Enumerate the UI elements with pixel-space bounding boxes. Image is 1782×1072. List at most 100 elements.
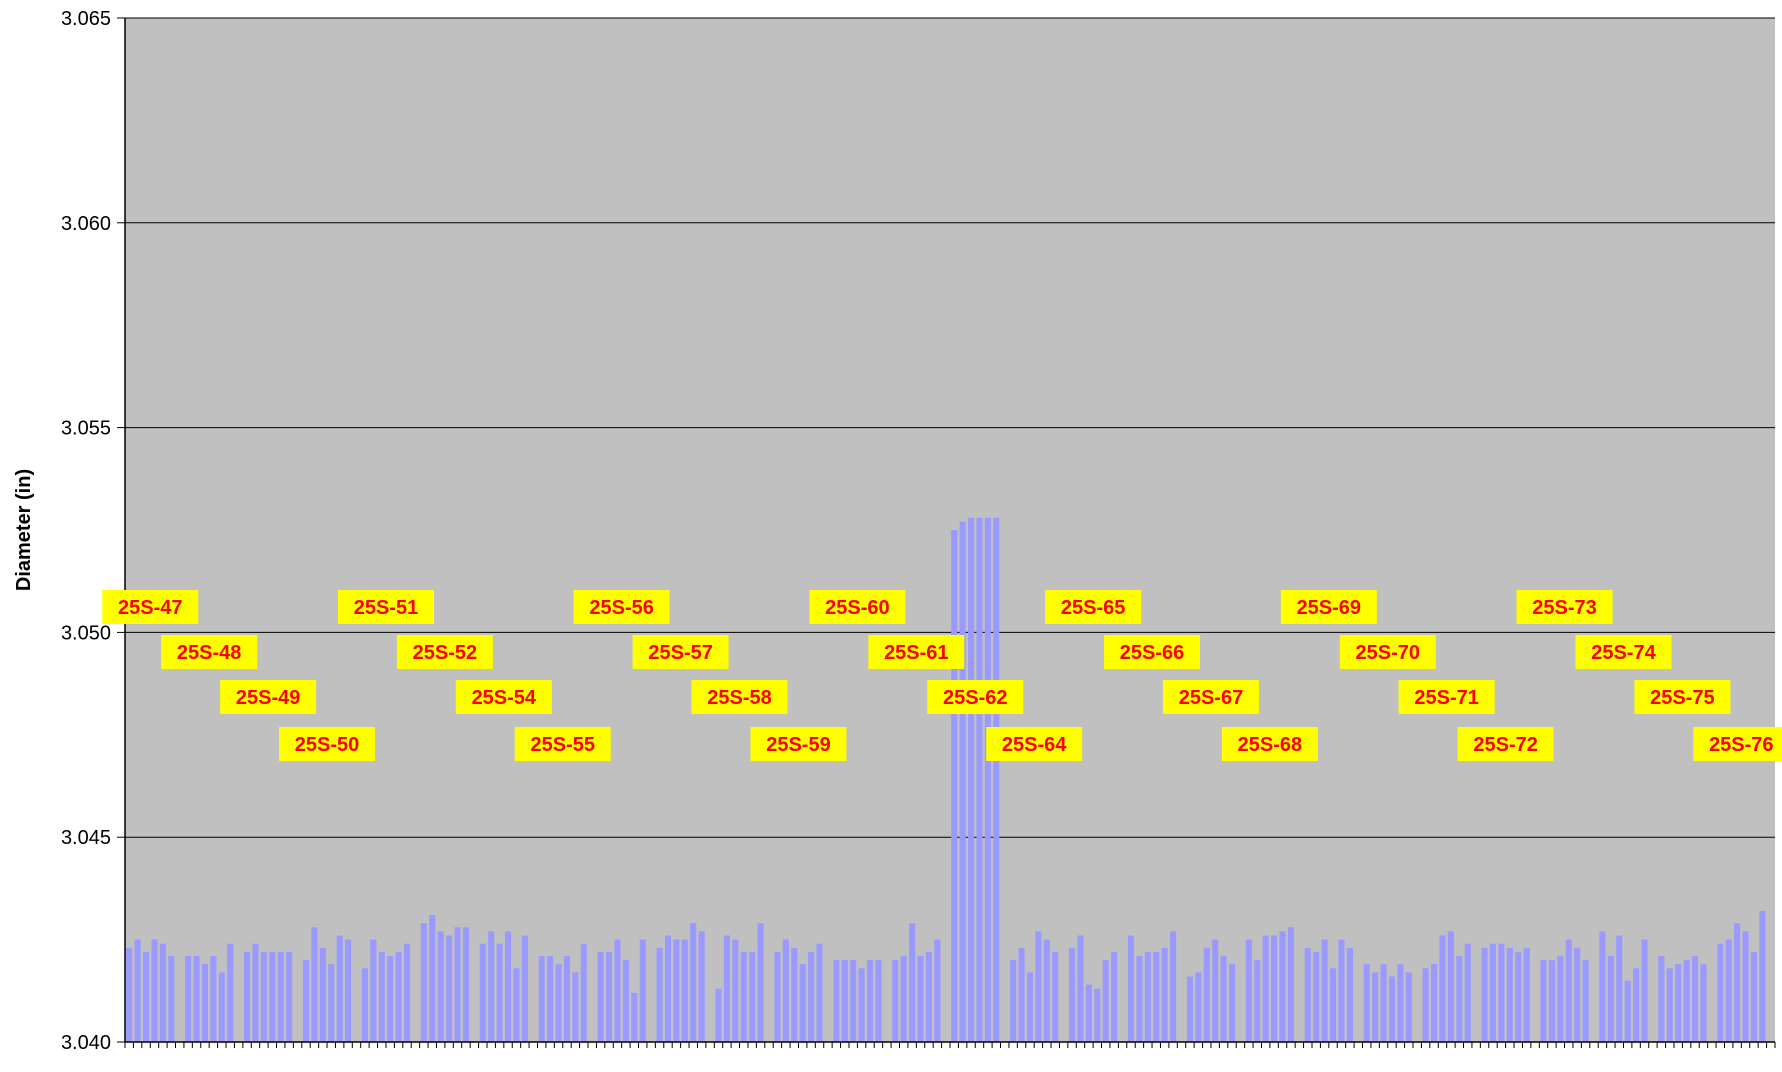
bar [774, 951, 781, 1042]
bar [1397, 964, 1404, 1042]
group-label-box [514, 727, 611, 761]
bar [252, 943, 259, 1042]
bar [1035, 931, 1042, 1042]
bar [1574, 947, 1581, 1042]
group-label-box [1516, 590, 1613, 624]
group-label-box [161, 635, 258, 669]
group-label: 25S-74 [1591, 642, 1656, 664]
bar [866, 960, 874, 1042]
group-label: 25S-75 [1650, 687, 1715, 709]
bar [715, 988, 722, 1042]
y-tick-label: 3.040 [61, 1032, 111, 1054]
bar [664, 935, 672, 1042]
group-label: 25S-51 [354, 597, 419, 619]
bar [1557, 955, 1564, 1042]
bar [1439, 935, 1446, 1042]
group-label: 25S-60 [825, 597, 890, 619]
bar [681, 939, 688, 1042]
bar [1186, 976, 1193, 1042]
bar [403, 943, 411, 1042]
bar [538, 955, 545, 1042]
bar [1405, 972, 1412, 1042]
bar [892, 960, 899, 1042]
group-label-box [868, 635, 965, 669]
group-label: 25S-64 [1002, 734, 1067, 756]
bar [429, 915, 436, 1042]
bar [311, 927, 318, 1042]
group-label: 25S-54 [472, 687, 537, 709]
bar [968, 517, 975, 1042]
group-labels: 25S-47 25S-48 25S-49 25S-50 25S-51 25S-52 25S-… [102, 590, 1782, 761]
group-label: 25S-61 [884, 642, 949, 664]
gridlines [125, 17, 1775, 838]
bar [345, 939, 352, 1042]
bar [984, 517, 991, 1042]
group-label: 25S-47 [118, 597, 183, 619]
bar [1447, 931, 1454, 1042]
group-label: 25S-52 [413, 642, 478, 664]
bar [1271, 935, 1278, 1042]
bar [1675, 964, 1682, 1042]
bar [1464, 943, 1471, 1042]
group-label-box [455, 680, 552, 714]
axes: 3.040 3.045 3.050 3.055 3.060 3.065 [61, 8, 1776, 1054]
bar [1287, 927, 1294, 1042]
bar [1759, 910, 1766, 1042]
bar [488, 931, 495, 1042]
group-label: 25S-68 [1238, 734, 1303, 756]
bar [1633, 968, 1640, 1042]
bar [606, 951, 613, 1042]
bar [134, 939, 141, 1042]
bar [286, 951, 293, 1042]
group-label-box [1575, 635, 1672, 669]
bar [1431, 964, 1438, 1042]
bar [1170, 931, 1177, 1042]
group-label-box [750, 727, 847, 761]
bar [833, 960, 840, 1042]
bar [698, 931, 705, 1042]
bar [1245, 939, 1252, 1042]
group-label-box [279, 727, 376, 761]
group-label-box [1634, 680, 1731, 714]
bar [572, 972, 579, 1042]
bar [395, 951, 402, 1042]
y-axis-label: Diameter (in) [13, 469, 35, 591]
group-label-box [337, 590, 434, 624]
bar [1372, 972, 1379, 1042]
bar [159, 943, 166, 1042]
group-label: 25S-73 [1532, 597, 1597, 619]
group-label: 25S-65 [1061, 597, 1126, 619]
group-label: 25S-66 [1120, 642, 1185, 664]
bar [420, 923, 427, 1042]
group-label: 25S-72 [1473, 734, 1538, 756]
bar [151, 939, 158, 1042]
bar [1026, 972, 1034, 1042]
bar [1127, 935, 1135, 1042]
bar [1506, 947, 1513, 1042]
bar [168, 955, 175, 1042]
bar [1077, 935, 1084, 1042]
group-label: 25S-55 [531, 734, 596, 756]
bar [210, 955, 217, 1042]
bar [1422, 968, 1429, 1042]
bar [260, 951, 267, 1042]
bar [1313, 951, 1320, 1042]
bar [227, 943, 234, 1042]
bar [1734, 923, 1741, 1042]
bar [505, 931, 512, 1042]
bar [1144, 951, 1151, 1042]
bar [1540, 960, 1547, 1042]
group-label-box [809, 590, 906, 624]
bar [479, 943, 486, 1042]
bar [673, 939, 680, 1042]
bar [1717, 943, 1724, 1042]
bar [244, 951, 251, 1042]
group-label-box [573, 590, 670, 624]
bar [1136, 955, 1143, 1042]
bar [791, 947, 798, 1042]
bar [1338, 939, 1345, 1042]
group-label-box [1162, 680, 1259, 714]
bar [1750, 951, 1757, 1042]
group-label-box [396, 635, 493, 669]
